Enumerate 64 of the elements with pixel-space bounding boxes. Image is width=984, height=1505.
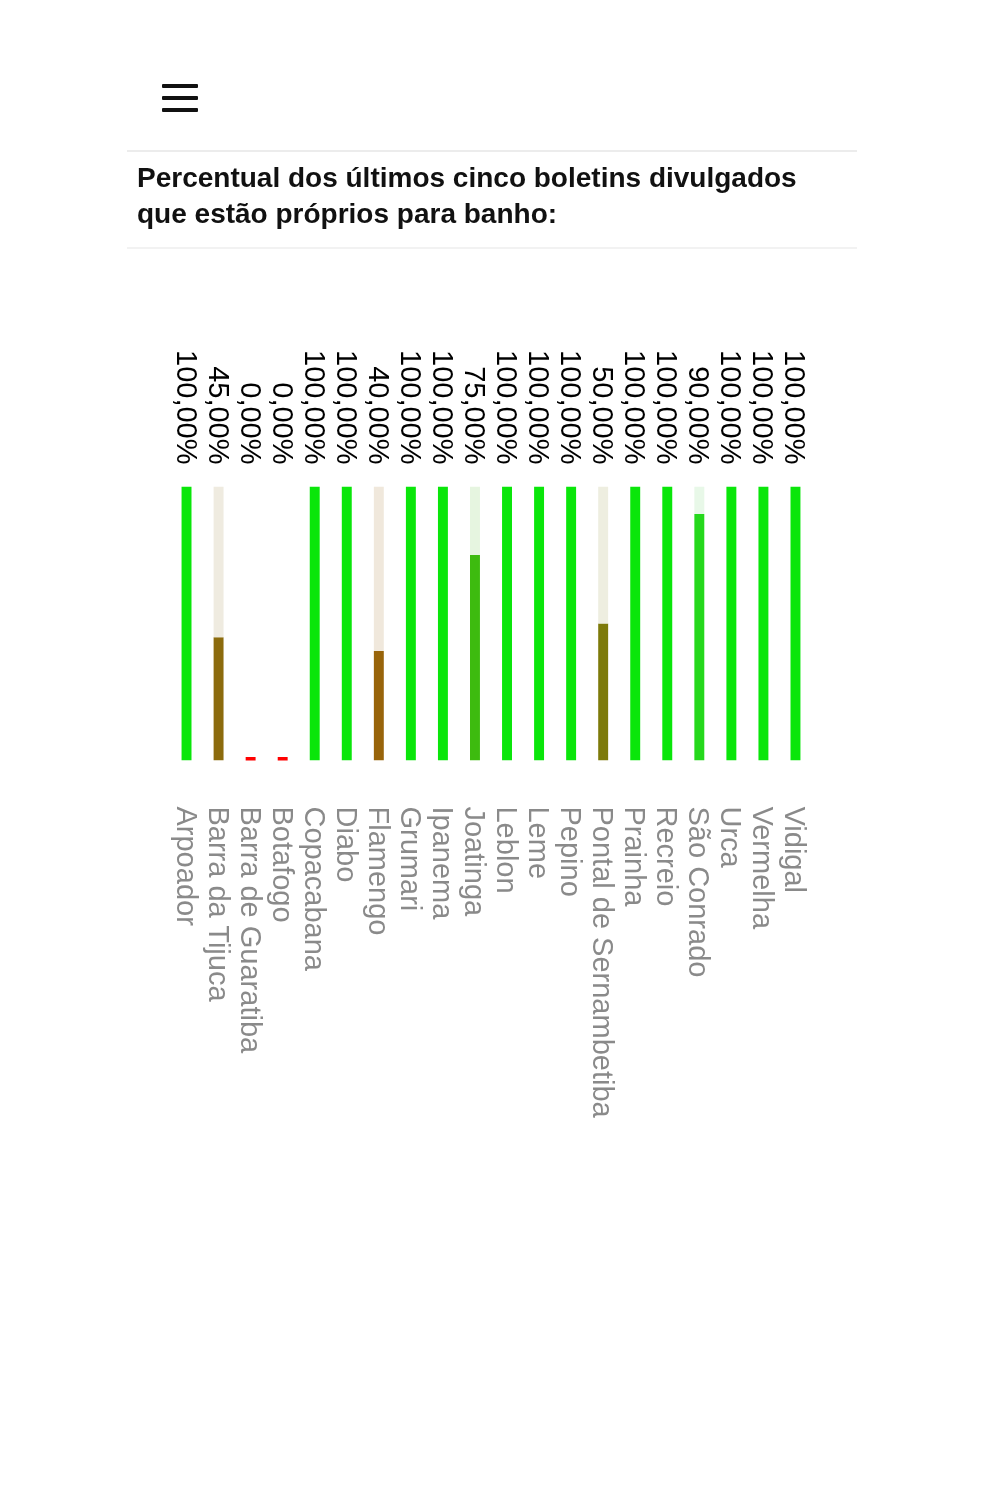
data-label: 100,00% — [619, 350, 652, 465]
data-label: 100,00% — [715, 350, 748, 465]
data-label: 40,00% — [362, 366, 395, 465]
x-tick-label: Vidigal — [779, 806, 812, 894]
bar — [630, 486, 641, 761]
bar — [405, 486, 416, 761]
data-label: 100,00% — [330, 350, 363, 465]
bar — [470, 555, 480, 761]
data-label: 100,00% — [491, 350, 524, 465]
x-tick-label: Leme — [523, 806, 556, 880]
x-tick-label: Diabo — [330, 806, 363, 883]
data-label: 90,00% — [683, 366, 716, 465]
data-label: 100,00% — [298, 350, 331, 465]
x-tick-label: Recreio — [651, 806, 684, 907]
bar — [726, 486, 737, 761]
data-label: 75,00% — [458, 366, 491, 465]
x-tick-label: Vermelha — [747, 806, 780, 930]
data-label: 100,00% — [747, 350, 780, 465]
x-tick-label: Botafogo — [266, 806, 299, 923]
x-tick-label: Leblon — [491, 806, 524, 894]
x-tick-label: Barra da Tijuca — [202, 806, 235, 1003]
bar — [437, 486, 448, 761]
data-label: 100,00% — [651, 350, 684, 465]
bar — [373, 486, 384, 651]
bar — [598, 486, 609, 624]
bar — [662, 486, 673, 761]
x-tick-label: Pontal de Sernambetiba — [587, 806, 620, 1119]
x-tick-label: Grumari — [394, 806, 427, 912]
bar — [790, 486, 801, 761]
x-tick-label: São Conrado — [683, 806, 716, 978]
chart-title: Percentual dos últimos cinco boletins divulgados que estão próprios para banho: — [137, 161, 798, 231]
bar — [470, 486, 480, 555]
x-tick-label: Arpoador — [170, 806, 203, 927]
x-tick-label: Joatinga — [458, 806, 491, 918]
bar — [213, 637, 224, 761]
bar — [566, 486, 577, 761]
bar — [534, 486, 545, 761]
bar — [694, 513, 705, 761]
data-label: 100,00% — [779, 350, 812, 465]
data-label: 100,00% — [555, 350, 588, 465]
data-label: 100,00% — [170, 350, 203, 465]
bar — [502, 486, 512, 761]
x-tick-label: Urca — [715, 806, 748, 869]
data-label: 100,00% — [394, 350, 427, 465]
data-label: 45,00% — [202, 366, 235, 465]
data-label: 100,00% — [426, 350, 459, 465]
x-tick-label: Barra de Guaratiba — [234, 806, 267, 1055]
x-tick-label: Flamengo — [362, 806, 395, 936]
bar — [341, 486, 352, 761]
x-tick-label: Copacabana — [298, 806, 331, 972]
bar — [373, 650, 384, 761]
data-label: 50,00% — [587, 366, 620, 465]
bar — [758, 486, 769, 761]
data-label: 0,00% — [234, 382, 267, 465]
bar — [694, 486, 705, 514]
bar — [309, 486, 320, 761]
bar — [598, 623, 609, 761]
data-label: 100,00% — [523, 350, 556, 465]
x-tick-label: Ipanema — [426, 806, 459, 921]
bar — [213, 486, 224, 638]
bar — [181, 486, 192, 761]
x-tick-label: Pepino — [555, 806, 588, 897]
data-label: 0,00% — [266, 382, 299, 465]
x-tick-label: Prainha — [619, 806, 652, 908]
